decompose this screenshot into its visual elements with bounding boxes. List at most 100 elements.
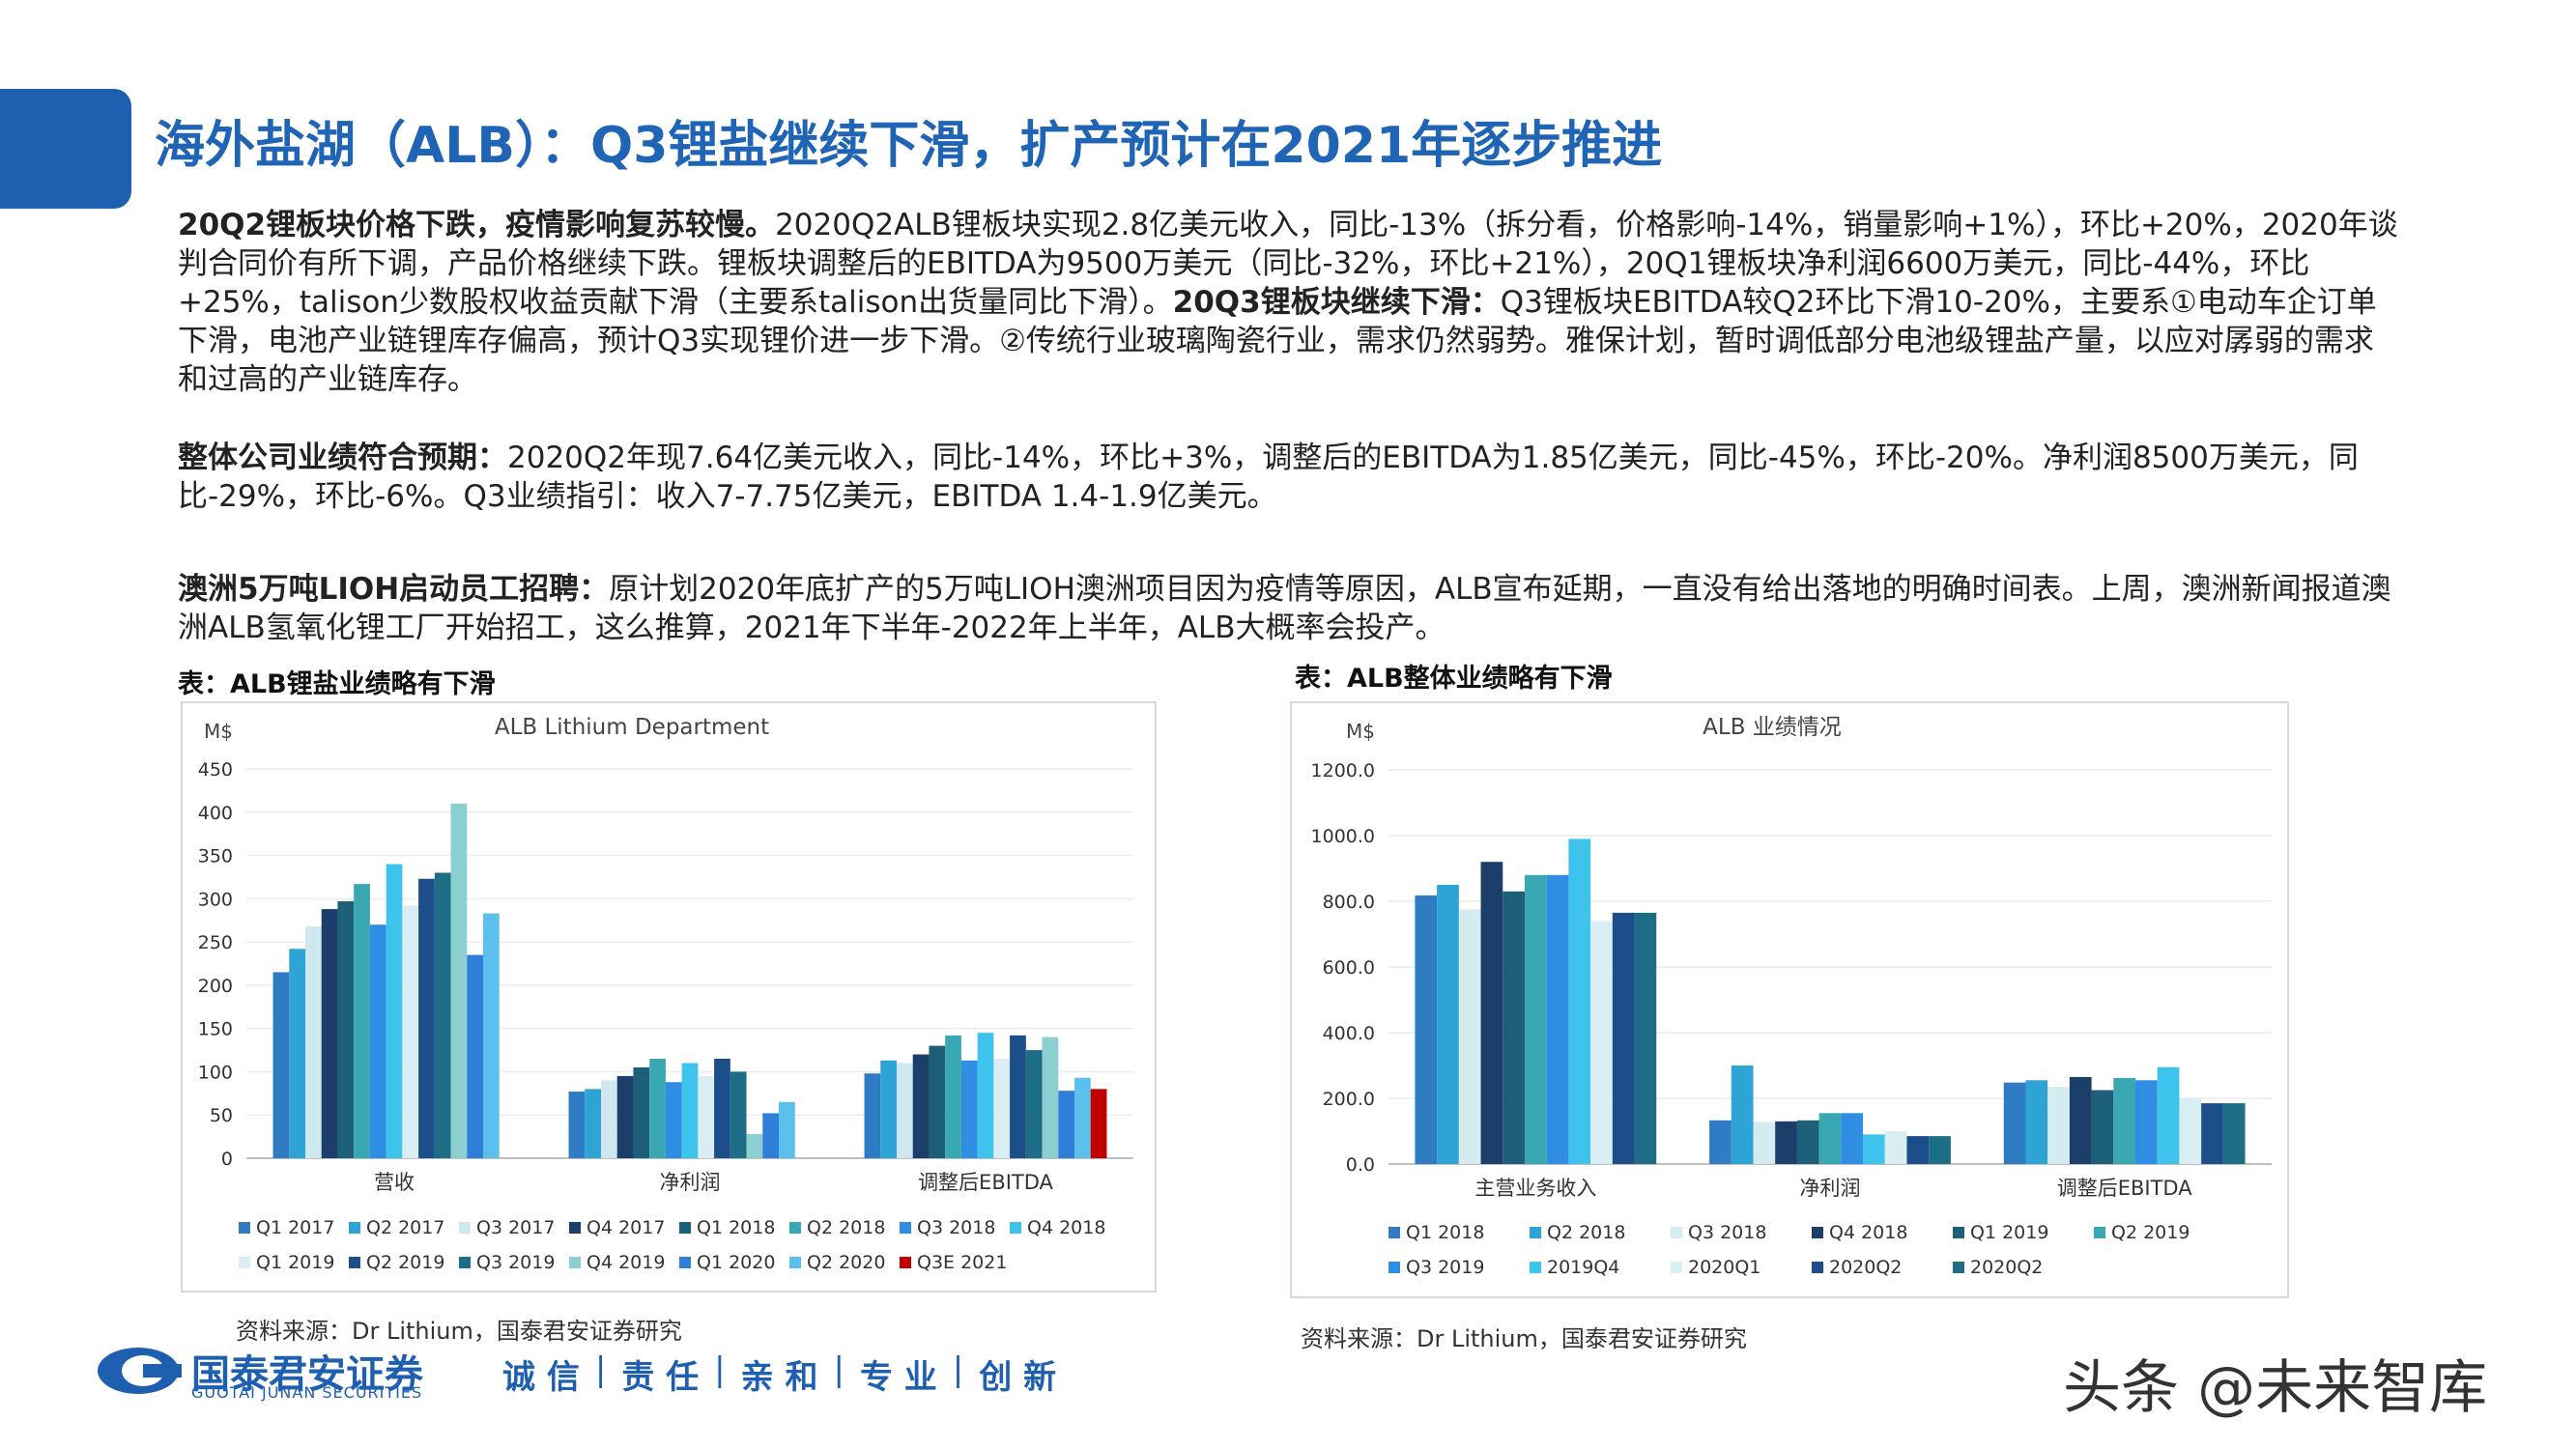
- legend-swatch: [2094, 1227, 2105, 1238]
- legend-swatch: [349, 1257, 360, 1268]
- x-tick-label: 调整后EBITDA: [918, 1171, 1053, 1194]
- bar: [2201, 1103, 2223, 1164]
- bar: [1074, 1077, 1091, 1158]
- separator: |: [952, 1350, 964, 1389]
- legend-swatch: [459, 1257, 471, 1268]
- legend-swatch: [1530, 1227, 1541, 1238]
- x-tick-label: 调整后EBITDA: [2057, 1177, 2192, 1200]
- logo-en: GUOTAI JUNAN SECURITIES: [191, 1383, 423, 1402]
- bar: [2135, 1080, 2158, 1164]
- bar: [2179, 1098, 2202, 1164]
- bar: [993, 1059, 1011, 1158]
- y-tick-label: 300: [198, 889, 233, 910]
- bar: [304, 925, 322, 1158]
- chart-title: ALB 业绩情况: [1703, 715, 1842, 740]
- bar: [1863, 1134, 1885, 1164]
- legend-label: Q4 2019: [587, 1252, 665, 1273]
- bar: [1929, 1136, 1951, 1164]
- bar: [1906, 1136, 1930, 1164]
- legend-label: Q1 2017: [256, 1217, 334, 1238]
- bar: [1590, 921, 1613, 1164]
- y-tick-label: 250: [198, 932, 233, 953]
- bar: [2113, 1077, 2136, 1164]
- chart: ALB 业绩情况 M$ 0.0 200.0 400.0 600.0 800.0 1000.0 1…: [1290, 701, 2289, 1298]
- bar: [1796, 1120, 1819, 1164]
- legend-label: 2019Q4: [1547, 1257, 1619, 1278]
- paragraph: 20Q2锂板块价格下跌，疫情影响复苏较慢。2020Q2ALB锂板块实现2.8亿美…: [178, 206, 2400, 399]
- watermark: 头条 @未来智库: [2063, 1354, 2488, 1422]
- bar: [402, 905, 419, 1158]
- legend-swatch: [679, 1257, 691, 1268]
- source: 资料来源：Dr Lithium，国泰君安证券研究: [1301, 1325, 1747, 1352]
- bold-text: 澳洲5万吨LIOH启动员工招聘：: [178, 572, 610, 607]
- bar: [649, 1059, 666, 1158]
- source: 资料来源：Dr Lithium，国泰君安证券研究: [236, 1318, 682, 1345]
- legend-label: Q2 2017: [366, 1217, 444, 1238]
- legend-label: Q2 2018: [1547, 1222, 1625, 1243]
- logo-text: 国泰君安证券: [191, 1352, 423, 1397]
- bar: [585, 1089, 601, 1158]
- legend-swatch: [459, 1222, 471, 1234]
- bold-text: 20Q2锂板块价格下跌，疫情影响复苏较慢。: [178, 208, 776, 242]
- y-tick-label: 200.0: [1323, 1089, 1375, 1110]
- legend-swatch: [569, 1257, 581, 1268]
- bar: [1546, 874, 1569, 1164]
- bar: [1612, 912, 1635, 1164]
- bar: [896, 1063, 913, 1158]
- bar: [483, 913, 500, 1158]
- bar: [1634, 912, 1657, 1164]
- text: Q3锂板块EBITDA较Q2环比下滑10-20%，主要系①电动车企订单下滑，电池…: [178, 285, 2377, 397]
- legend-label: Q2 2018: [807, 1217, 885, 1238]
- separator: |: [714, 1350, 726, 1389]
- bar: [386, 864, 403, 1158]
- y-tick-label: 400.0: [1323, 1023, 1375, 1044]
- bar: [450, 803, 468, 1158]
- bar: [746, 1133, 763, 1158]
- legend-label: 2020Q2: [1829, 1257, 1902, 1278]
- legend-label: Q1 2018: [1406, 1222, 1484, 1243]
- bar: [2003, 1082, 2026, 1164]
- unit-label: M$: [1346, 720, 1375, 743]
- bar: [1775, 1121, 1797, 1164]
- bar: [321, 909, 338, 1158]
- legend-swatch: [1530, 1262, 1541, 1273]
- bar: [1568, 838, 1591, 1164]
- bar: [1042, 1037, 1059, 1158]
- bar: [1709, 1120, 1732, 1164]
- chart-caption: 表：ALB整体业绩略有下滑: [1295, 664, 1613, 694]
- bar: [418, 878, 435, 1158]
- slogan-item: 创 新: [979, 1358, 1057, 1397]
- bar: [1415, 895, 1438, 1164]
- legend-label: Q3 2018: [917, 1217, 995, 1238]
- bar: [1437, 885, 1459, 1164]
- y-tick-label: 1000.0: [1311, 826, 1375, 847]
- legend-label: Q1 2018: [697, 1217, 775, 1238]
- bar: [2047, 1087, 2070, 1164]
- y-tick-label: 400: [198, 803, 233, 824]
- bar: [633, 1066, 650, 1158]
- title-accent: [0, 89, 131, 209]
- text: 原计划2020年底扩产的5万吨LIOH澳洲项目因为疫情等原因，ALB宣布延期，一…: [178, 572, 2391, 645]
- chart-title: ALB Lithium Department: [495, 715, 769, 740]
- legend-swatch: [1953, 1262, 1964, 1273]
- bar: [960, 1060, 978, 1158]
- legend-label: Q2 2019: [366, 1252, 444, 1273]
- bar: [568, 1092, 586, 1158]
- legend-swatch: [239, 1222, 250, 1234]
- bar: [1884, 1131, 1907, 1164]
- legend-label: Q1 2020: [697, 1252, 775, 1273]
- legend-swatch: [569, 1222, 581, 1234]
- legend-label: Q4 2017: [587, 1217, 665, 1238]
- separator: |: [594, 1350, 607, 1389]
- text: 2020Q2年现7.64亿美元收入，同比-14%，环比+3%，调整后的EBITD…: [178, 440, 2359, 514]
- legend-swatch: [1388, 1227, 1400, 1238]
- bar: [272, 972, 290, 1158]
- chart-caption: 表：ALB锂盐业绩略有下滑: [178, 669, 496, 699]
- x-tick-label: 净利润: [1800, 1177, 1861, 1200]
- logo-mark: [98, 1348, 182, 1394]
- bar: [681, 1063, 699, 1158]
- bar: [1480, 862, 1503, 1164]
- legend-swatch: [1010, 1222, 1021, 1234]
- legend-swatch: [1671, 1262, 1682, 1273]
